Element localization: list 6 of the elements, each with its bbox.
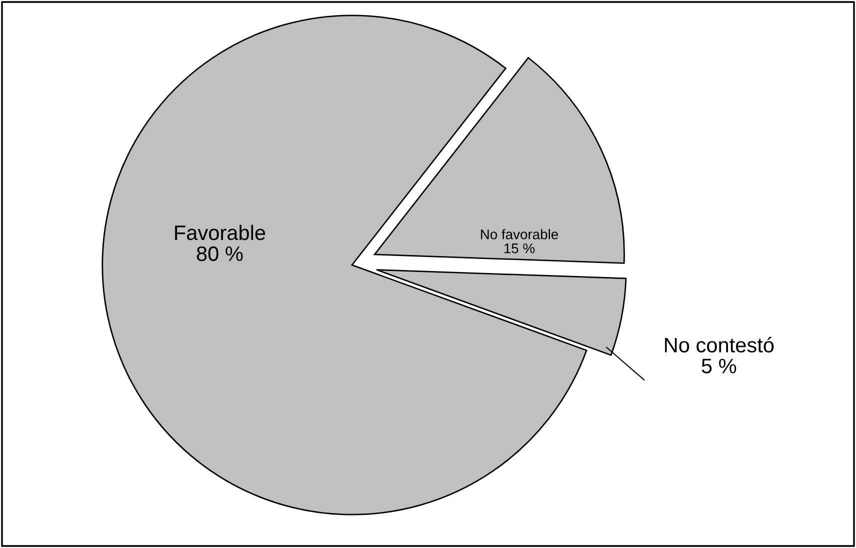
slice-label: No contestó (665, 336, 774, 352)
data-label: 5 % (702, 358, 736, 374)
data-label: 80 % (196, 246, 243, 262)
slice-label: No favorable (481, 229, 558, 240)
slice-label: Favorable (175, 224, 266, 240)
data-label: 15 % (504, 243, 535, 254)
